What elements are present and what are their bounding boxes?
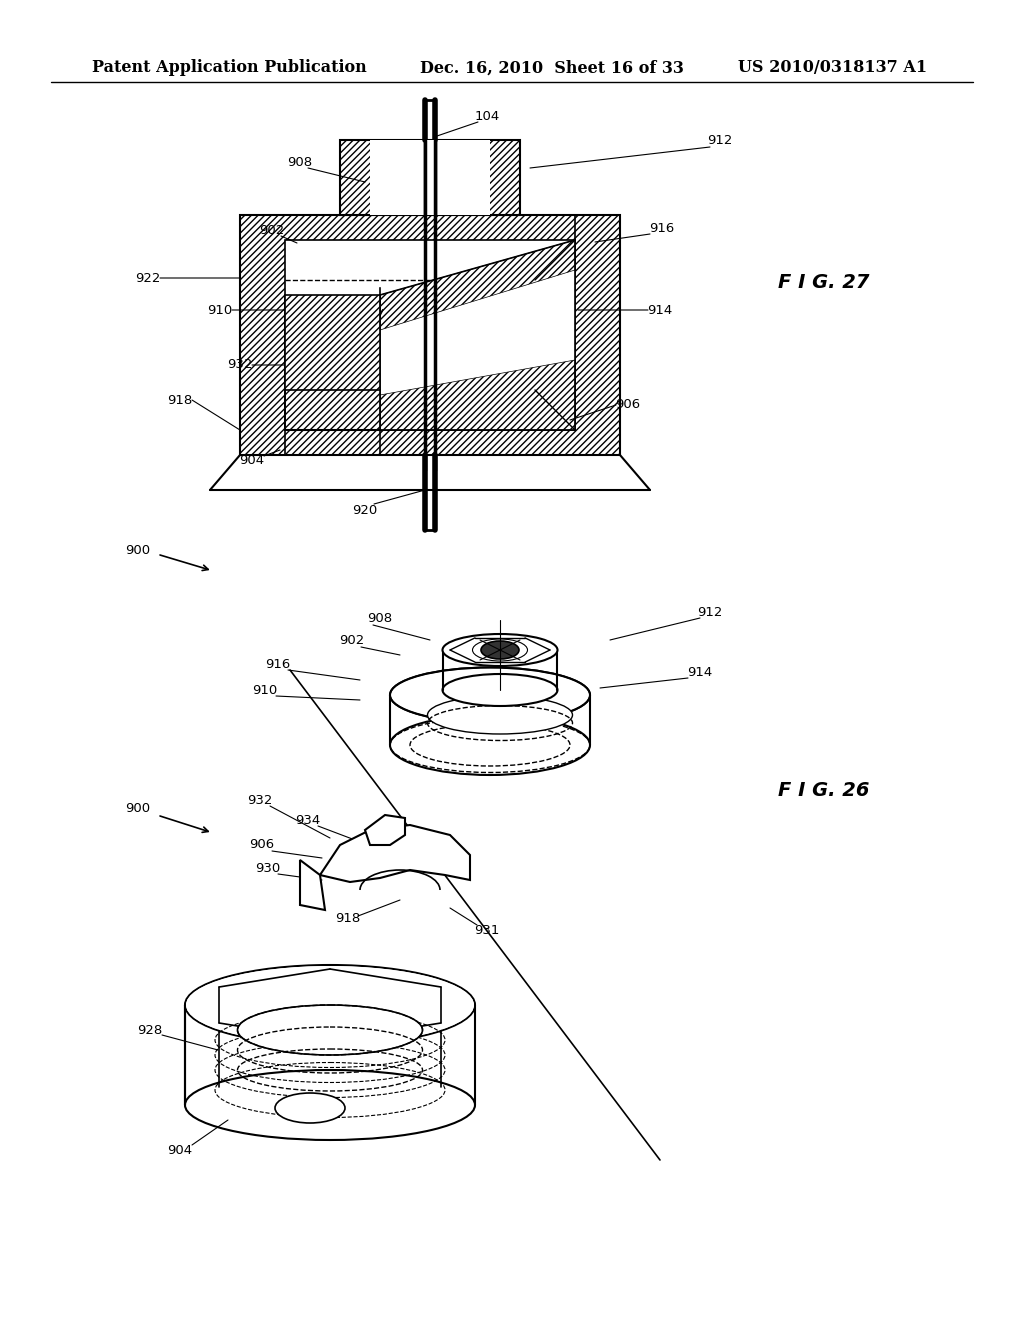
Text: 916: 916 (649, 222, 675, 235)
Text: F I G. 26: F I G. 26 (778, 780, 869, 800)
Text: 908: 908 (288, 156, 312, 169)
Text: 910: 910 (252, 684, 278, 697)
Text: 916: 916 (265, 659, 291, 672)
Ellipse shape (391, 668, 589, 722)
Polygon shape (380, 240, 575, 430)
Text: 900: 900 (125, 544, 151, 557)
Text: 914: 914 (647, 304, 673, 317)
Polygon shape (340, 140, 520, 215)
Ellipse shape (442, 634, 557, 667)
Ellipse shape (390, 715, 590, 775)
Text: 910: 910 (208, 304, 232, 317)
Text: 904: 904 (168, 1143, 193, 1156)
Ellipse shape (427, 696, 572, 734)
Ellipse shape (442, 675, 557, 706)
Ellipse shape (238, 1005, 423, 1055)
Text: 928: 928 (137, 1023, 163, 1036)
Text: 900: 900 (125, 801, 151, 814)
Text: 902: 902 (259, 223, 285, 236)
Text: Patent Application Publication: Patent Application Publication (92, 59, 367, 77)
Ellipse shape (481, 642, 519, 659)
Polygon shape (365, 814, 406, 845)
Text: Dec. 16, 2010  Sheet 16 of 33: Dec. 16, 2010 Sheet 16 of 33 (420, 59, 684, 77)
Text: 932: 932 (248, 793, 272, 807)
Ellipse shape (390, 668, 590, 722)
Text: 934: 934 (295, 813, 321, 826)
Ellipse shape (185, 965, 475, 1045)
Text: 918: 918 (336, 912, 360, 924)
Text: 912: 912 (697, 606, 723, 619)
Text: 920: 920 (352, 503, 378, 516)
Text: 906: 906 (250, 838, 274, 851)
Polygon shape (240, 215, 620, 455)
Text: 930: 930 (255, 862, 281, 874)
Text: 931: 931 (474, 924, 500, 936)
Text: 932: 932 (227, 359, 253, 371)
Ellipse shape (185, 1071, 475, 1140)
Polygon shape (300, 861, 325, 909)
Text: US 2010/0318137 A1: US 2010/0318137 A1 (738, 59, 927, 77)
Text: F I G. 27: F I G. 27 (778, 272, 869, 292)
Text: 918: 918 (167, 393, 193, 407)
Ellipse shape (186, 966, 474, 1044)
Polygon shape (319, 825, 470, 882)
Polygon shape (285, 294, 380, 430)
Polygon shape (370, 140, 490, 215)
Text: 914: 914 (687, 665, 713, 678)
Text: 922: 922 (135, 272, 161, 285)
Text: 104: 104 (474, 110, 500, 123)
Polygon shape (285, 240, 575, 430)
Text: 902: 902 (339, 634, 365, 647)
Bar (425, 140, 435, 215)
Ellipse shape (275, 1093, 345, 1123)
Text: 912: 912 (708, 133, 733, 147)
Text: 936: 936 (397, 833, 423, 846)
Text: 904: 904 (240, 454, 264, 466)
Text: 908: 908 (368, 611, 392, 624)
Text: 906: 906 (615, 399, 641, 412)
